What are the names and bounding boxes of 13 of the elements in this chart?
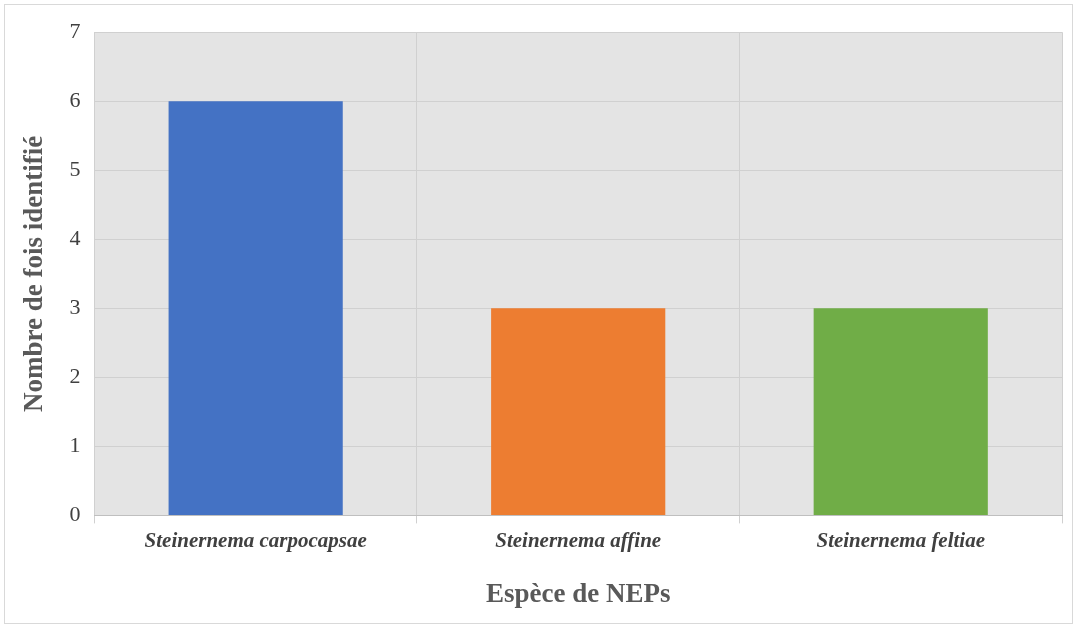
x-tick-label: Steinernema affine	[495, 528, 662, 553]
y-tick-label: 0	[69, 501, 81, 527]
x-tick-label: Steinernema feltiae	[816, 528, 986, 553]
y-axis-title: Nombre de fois identifié	[18, 135, 49, 412]
y-tick-label: 4	[69, 225, 81, 251]
y-tick-label: 1	[69, 432, 81, 458]
y-tick-label: 3	[69, 294, 81, 320]
y-tick-label: 7	[69, 17, 81, 43]
y-tick-label: 6	[69, 87, 81, 113]
x-tick-label: Steinernema carpocapsae	[144, 528, 367, 553]
y-tick-label: 2	[69, 363, 81, 389]
y-tick-label: 5	[69, 156, 81, 182]
x-axis-title: Espèce de NEPs	[485, 577, 671, 608]
